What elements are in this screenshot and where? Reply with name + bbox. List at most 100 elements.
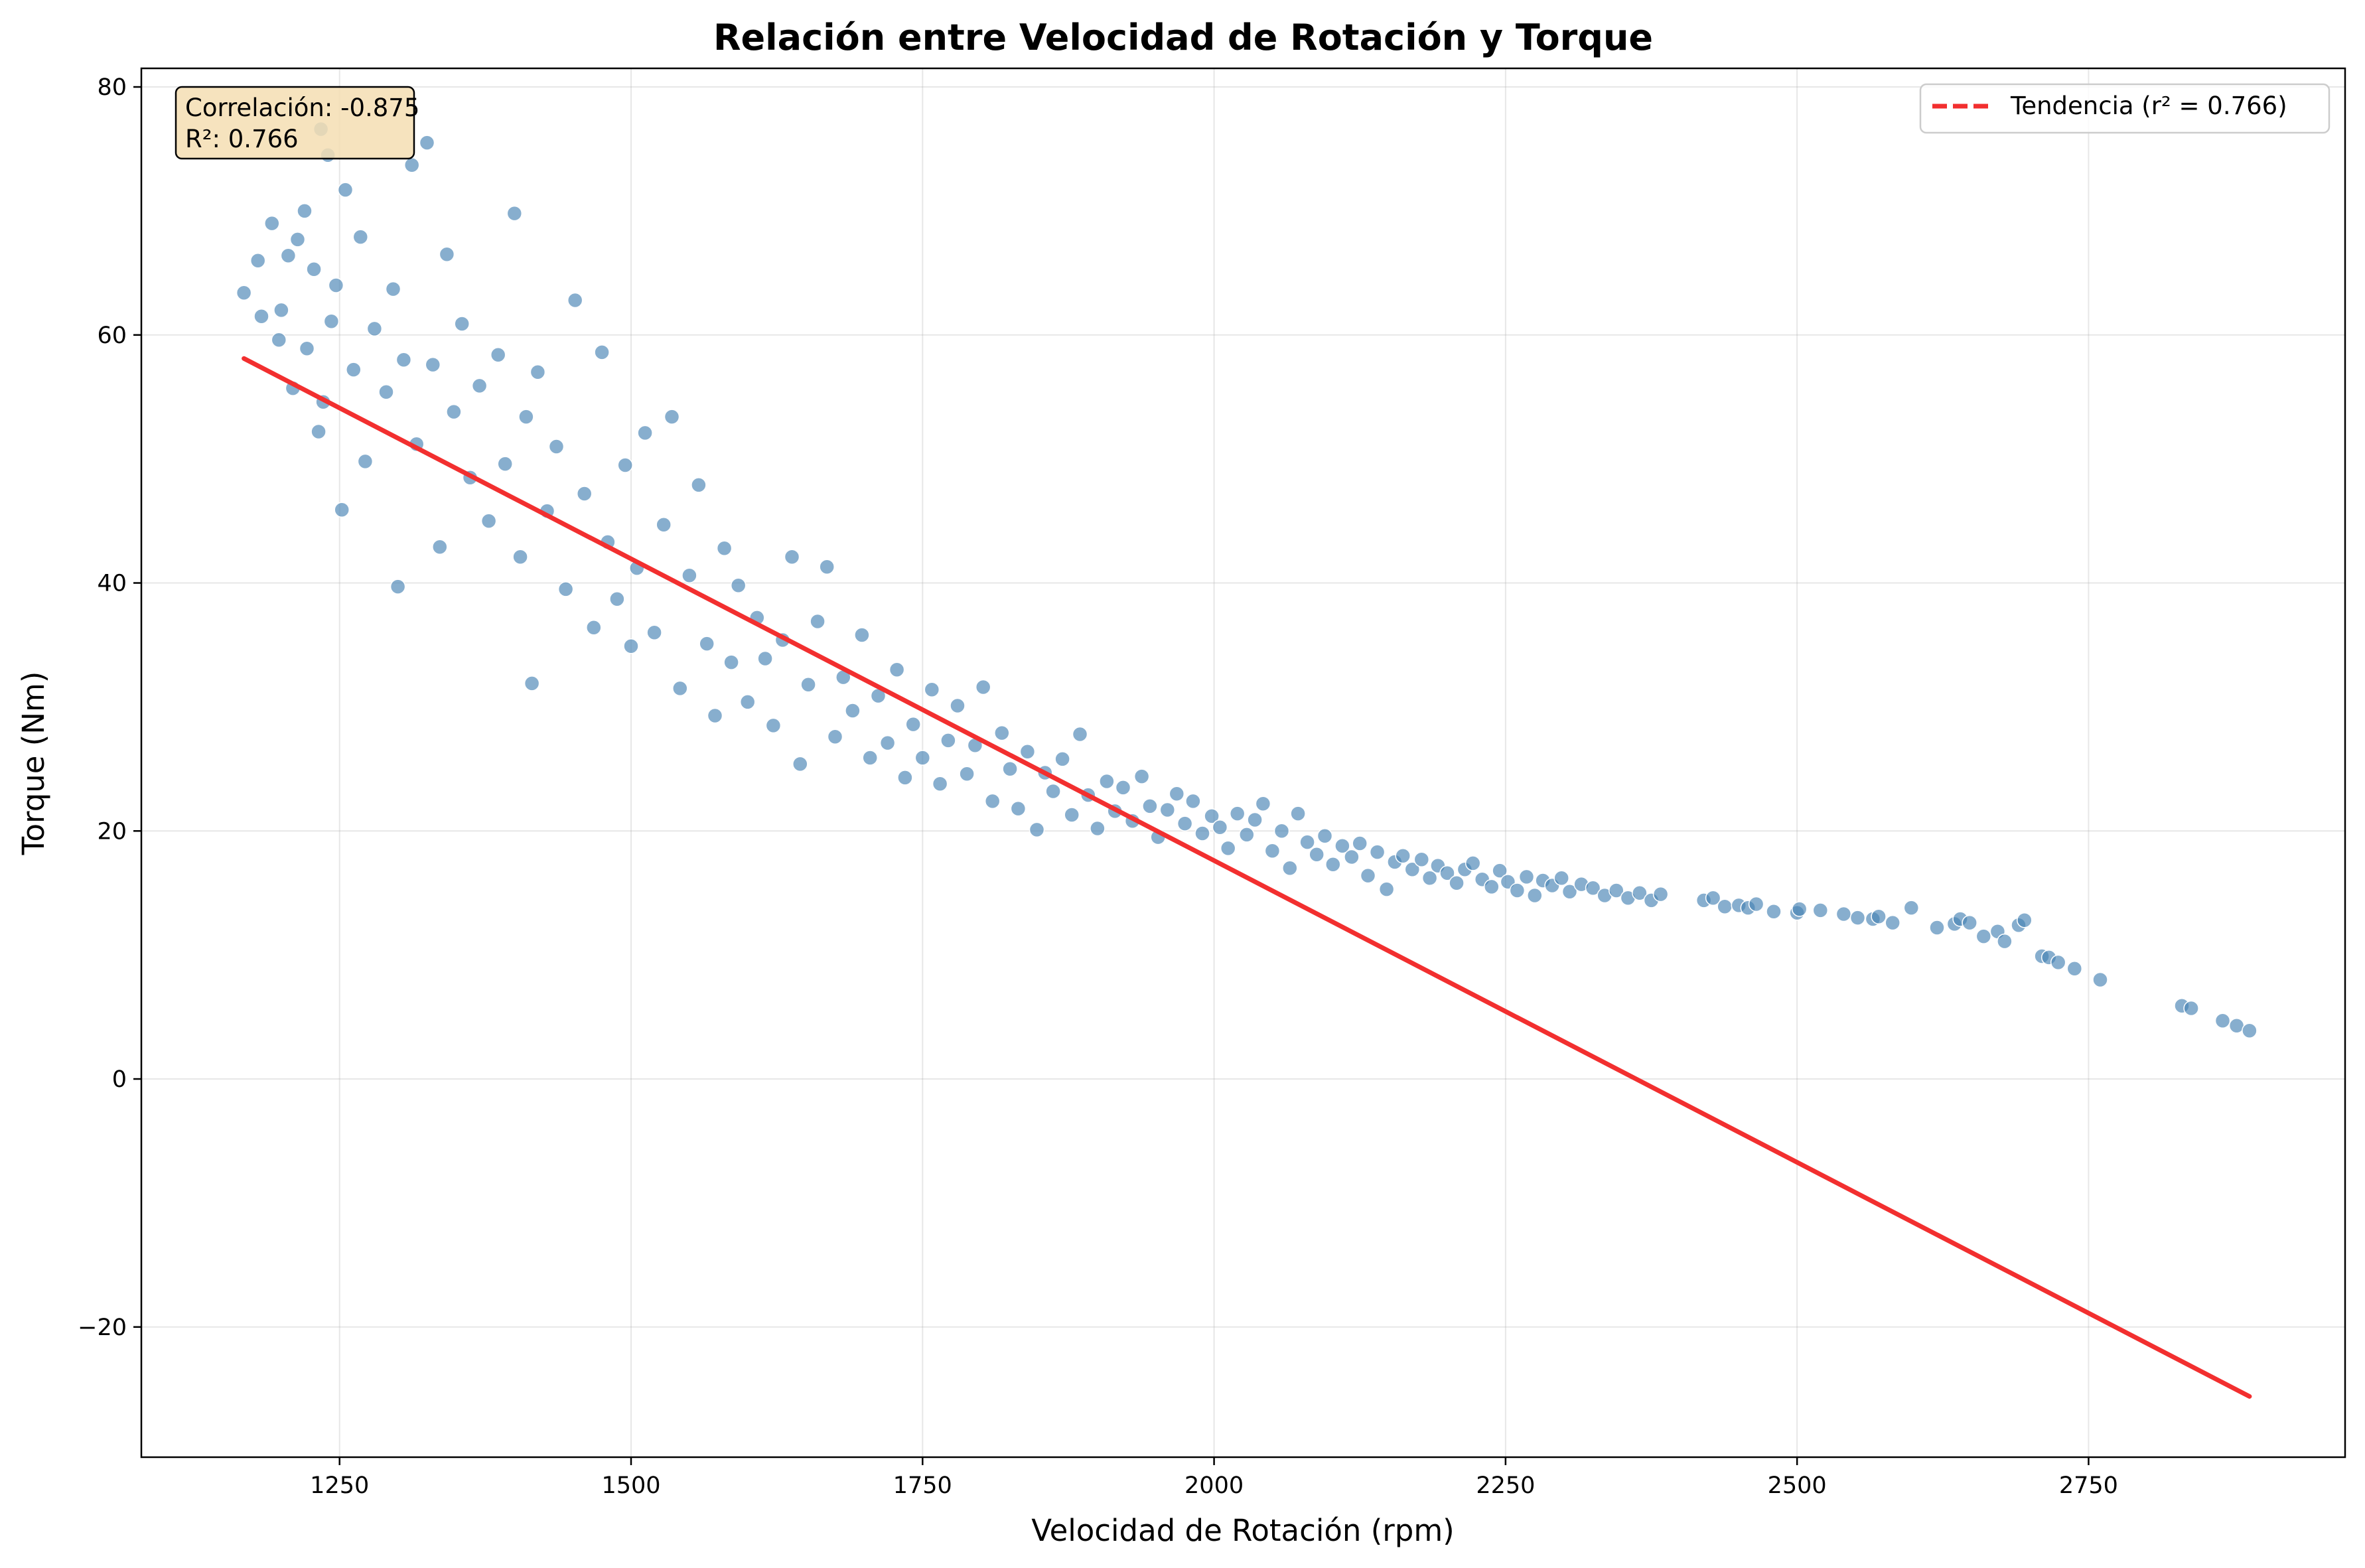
data-point [454, 316, 470, 332]
data-point [2214, 1013, 2231, 1029]
data-point [1099, 773, 1115, 790]
data-point [1239, 827, 1255, 843]
trend-line [242, 356, 2252, 1399]
data-point [1975, 928, 1992, 944]
data-point [914, 750, 931, 766]
data-point [253, 309, 269, 324]
data-point [707, 707, 723, 724]
data-point [334, 502, 350, 518]
data-point [1652, 886, 1669, 902]
legend: Tendencia (r² = 0.766) [1919, 83, 2330, 134]
data-point [2183, 1000, 2199, 1017]
data-point [1220, 840, 1236, 857]
data-point [810, 613, 825, 630]
data-point [924, 681, 940, 697]
data-point [800, 677, 816, 693]
data-point [576, 486, 593, 502]
data-point [1527, 887, 1543, 904]
data-point [854, 627, 870, 643]
stats-annotation-box: Correlación: -0.875 R²: 0.766 [175, 86, 419, 160]
data-point [1159, 802, 1176, 818]
data-point [637, 425, 653, 441]
data-point [506, 205, 523, 222]
data-point [879, 735, 896, 751]
data-point [594, 344, 610, 360]
data-point [1413, 851, 1430, 868]
data-point [357, 453, 374, 470]
data-point [1360, 867, 1376, 884]
data-point [984, 793, 1001, 810]
data-point [1064, 807, 1080, 823]
y-axis-ticks: −20 0 20 40 60 80 [78, 74, 141, 1341]
data-point [1019, 743, 1036, 760]
data-point [1585, 880, 1601, 896]
data-point [1352, 835, 1368, 851]
data-point [311, 423, 326, 440]
grid [141, 68, 2345, 1457]
stats-box-background [175, 86, 415, 160]
data-point [623, 638, 639, 654]
data-point [1229, 806, 1246, 821]
data-point [1748, 896, 1764, 912]
data-point [1054, 751, 1070, 767]
data-point [419, 135, 435, 151]
trend-line-layer [242, 356, 2252, 1399]
data-point [723, 654, 739, 670]
data-point [328, 277, 344, 293]
data-point [1204, 808, 1220, 824]
data-point [672, 680, 688, 697]
data-point [1849, 910, 1866, 926]
data-point [950, 697, 966, 714]
data-point [699, 636, 715, 652]
data-point [512, 549, 528, 565]
data-point [757, 650, 773, 667]
data-point [1812, 902, 1829, 918]
data-point [1194, 825, 1210, 841]
data-point [1609, 883, 1624, 898]
data-point [1553, 870, 1569, 887]
x-tick-label: 1500 [601, 1472, 660, 1499]
data-point [1484, 879, 1500, 895]
data-point [378, 384, 394, 400]
data-point [432, 539, 448, 555]
data-point [1177, 816, 1193, 831]
data-point [1835, 906, 1852, 922]
data-point [1282, 860, 1298, 877]
data-point [1395, 847, 1411, 864]
data-point [1518, 869, 1535, 885]
data-point [530, 364, 546, 380]
data-point [271, 332, 287, 348]
chart-title: Relación entre Velocidad de Rotación y T… [713, 17, 1653, 58]
data-point [691, 477, 707, 493]
data-point [2242, 1023, 2258, 1038]
data-point [1299, 834, 1315, 850]
data-point [1115, 780, 1131, 796]
data-point [1439, 865, 1455, 881]
data-point [557, 581, 574, 597]
data-point [609, 591, 625, 607]
correlation-text: Correlación: -0.875 [185, 94, 419, 122]
data-point [306, 261, 322, 277]
data-point [1705, 890, 1721, 906]
data-point [1404, 861, 1421, 877]
data-point [1378, 881, 1395, 897]
data-point [366, 321, 383, 337]
data-point [1133, 768, 1150, 784]
data-point [518, 409, 534, 425]
data-point [1247, 812, 1263, 828]
data-point [889, 662, 905, 678]
x-tick-label: 2000 [1184, 1472, 1244, 1499]
data-point [586, 620, 602, 636]
data-point [646, 624, 662, 641]
data-point [1002, 761, 1018, 777]
data-point [346, 362, 362, 378]
data-point [716, 540, 733, 556]
data-point [1090, 820, 1106, 837]
data-point [792, 756, 808, 772]
data-point [337, 182, 354, 198]
data-point [390, 579, 406, 595]
data-point [490, 346, 506, 363]
data-point [480, 513, 497, 529]
data-point [1309, 847, 1325, 863]
data-point [446, 403, 462, 420]
